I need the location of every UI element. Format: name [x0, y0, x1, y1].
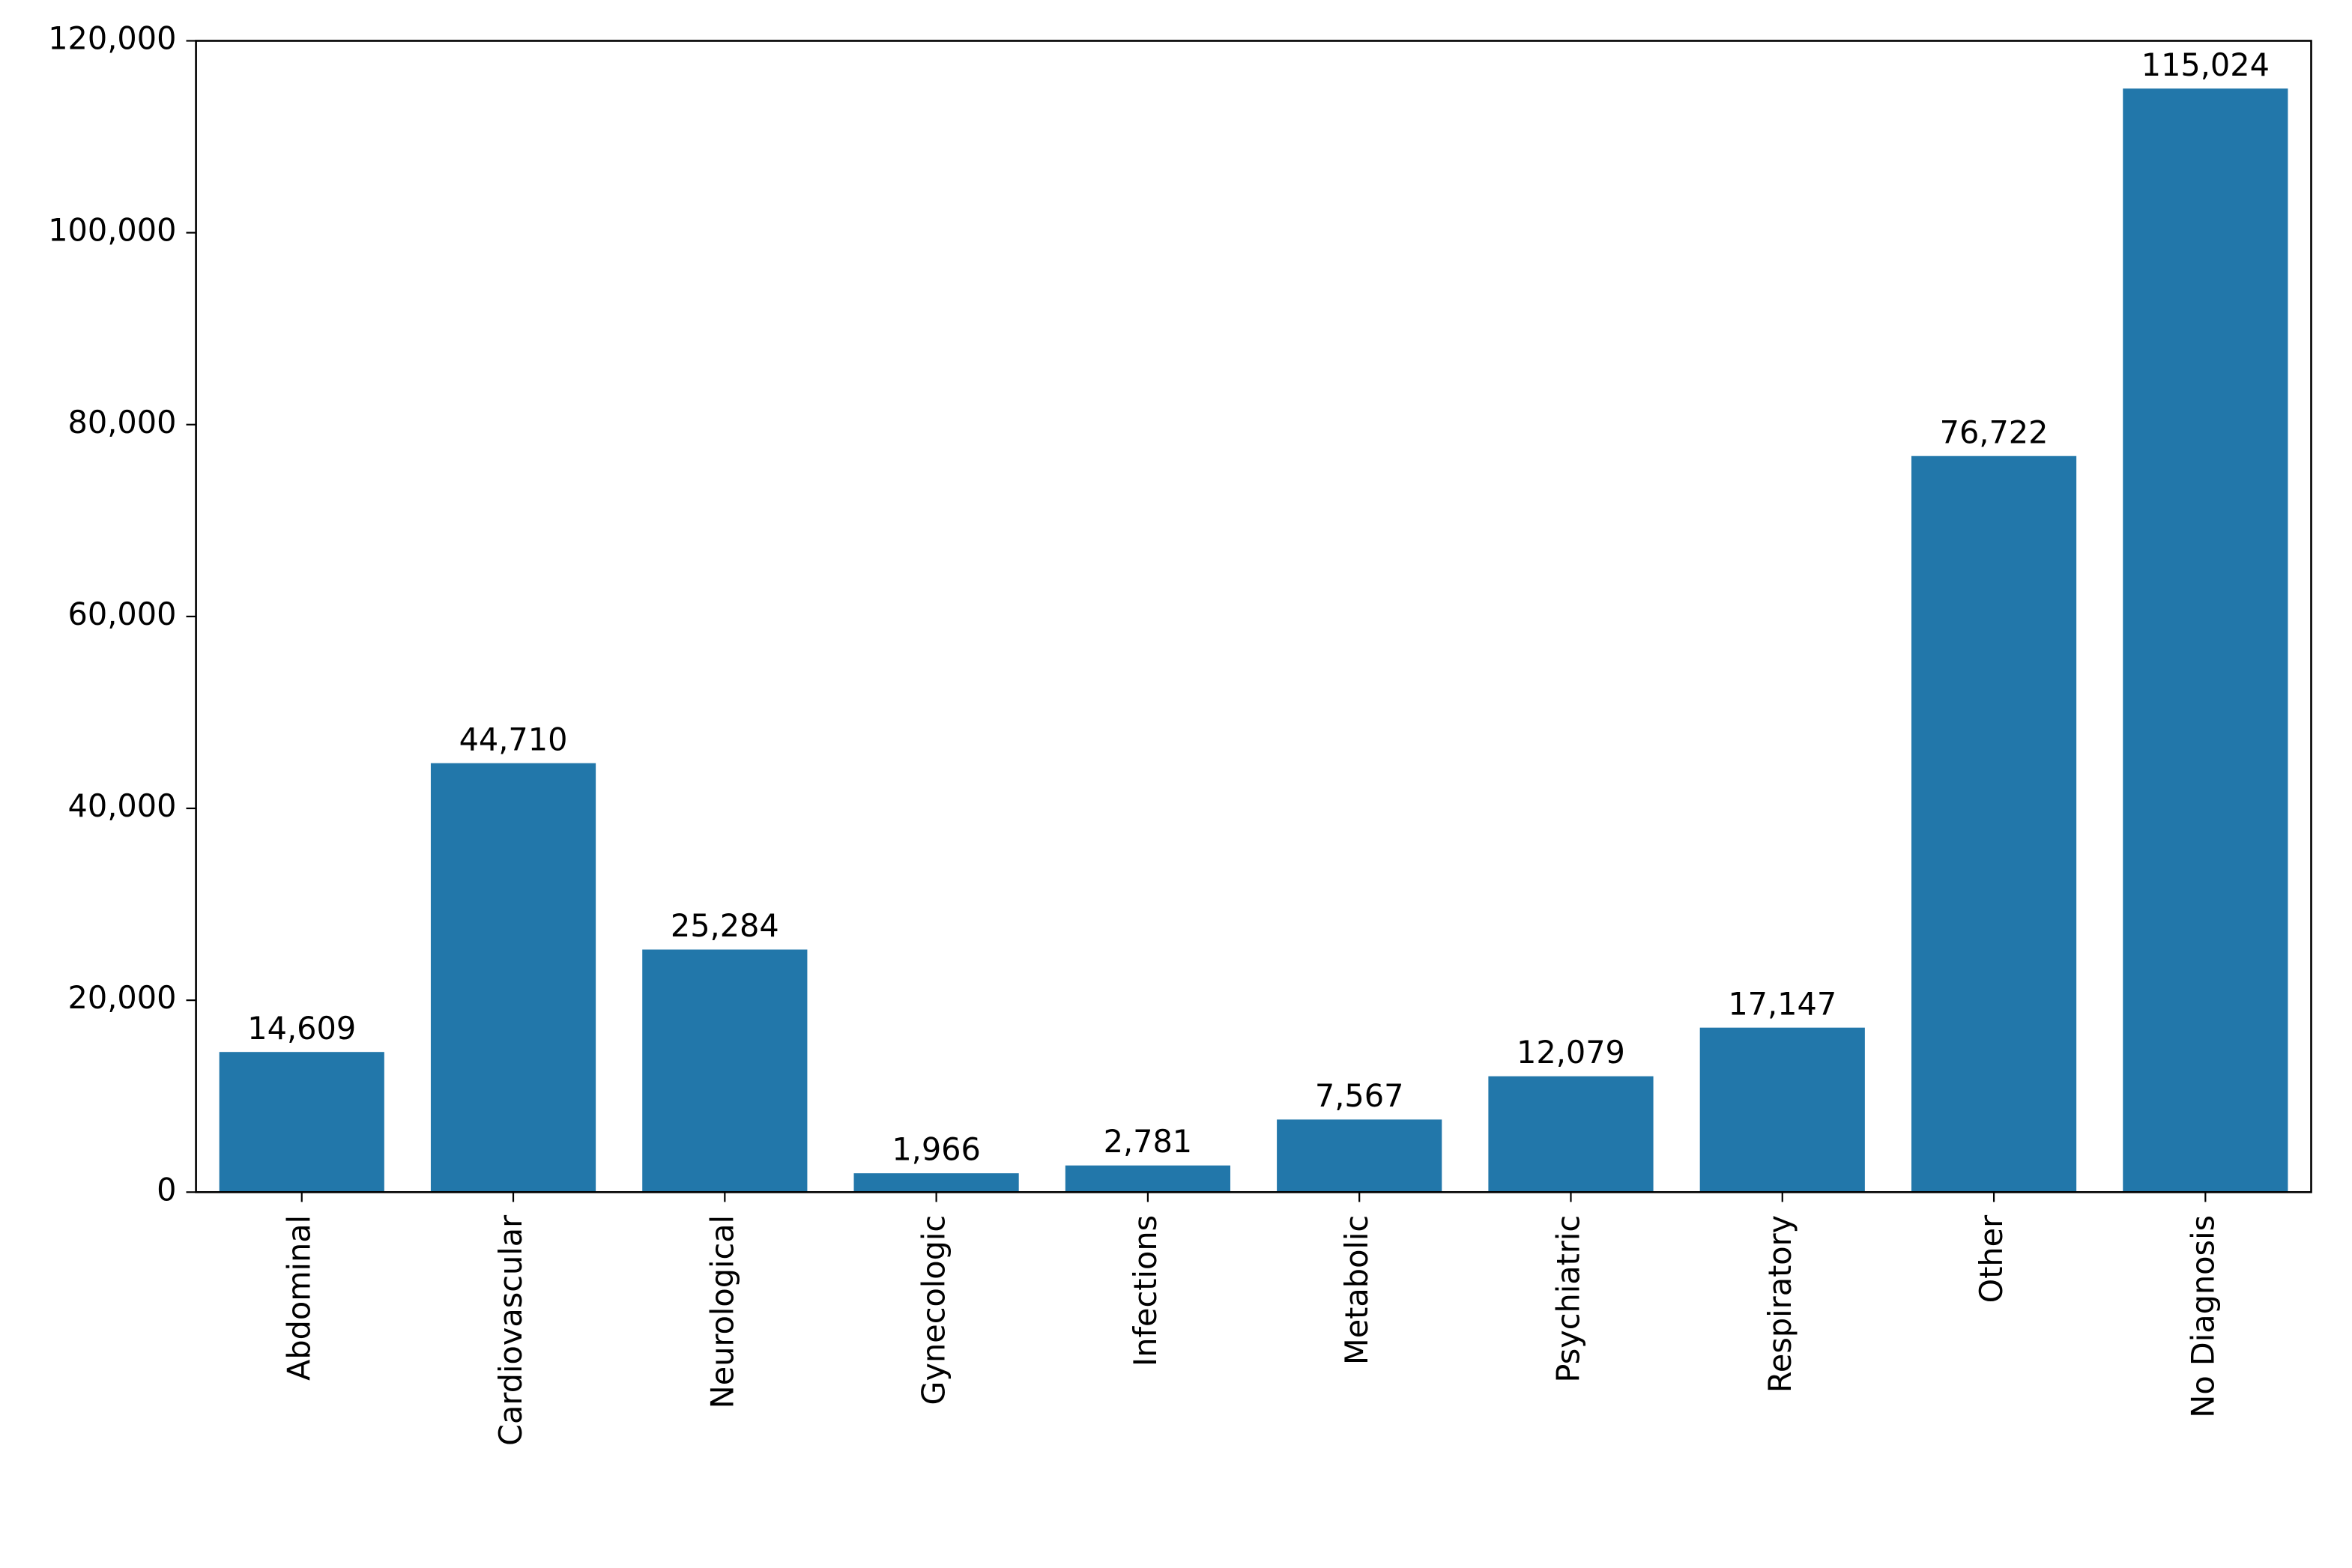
bar-value-label: 1,966: [892, 1132, 981, 1168]
bar-value-label: 14,609: [247, 1011, 356, 1047]
x-tick-label: Psychiatric: [1550, 1215, 1586, 1383]
bar: [2123, 88, 2288, 1192]
x-tick-label: No Diagnosis: [2185, 1215, 2221, 1418]
bar: [1700, 1028, 1865, 1193]
x-tick-label: Other: [1974, 1214, 2010, 1304]
bar-value-label: 17,147: [1728, 986, 1836, 1022]
x-tick-label: Neurological: [704, 1215, 740, 1408]
bar: [220, 1052, 384, 1192]
x-tick-label: Abdominal: [282, 1215, 318, 1381]
y-tick-label: 60,000: [68, 596, 177, 632]
x-tick-label: Respiratory: [1762, 1215, 1798, 1393]
bar: [431, 763, 596, 1193]
bar-value-label: 76,722: [1940, 414, 2049, 450]
y-tick-label: 0: [157, 1172, 176, 1208]
bar-value-label: 115,024: [2141, 47, 2270, 83]
y-tick-label: 40,000: [68, 788, 177, 824]
bar-value-label: 12,079: [1517, 1035, 1625, 1071]
y-tick-label: 20,000: [68, 980, 177, 1016]
bar-value-label: 44,710: [459, 721, 568, 757]
x-tick-label: Cardiovascular: [493, 1214, 529, 1446]
bar-value-label: 2,781: [1104, 1124, 1193, 1160]
y-tick-label: 80,000: [68, 405, 177, 441]
bar: [854, 1173, 1019, 1192]
y-tick-label: 100,000: [48, 213, 176, 249]
y-tick-label: 120,000: [48, 20, 176, 56]
bar-value-label: 7,567: [1315, 1078, 1404, 1114]
x-tick-label: Infections: [1128, 1215, 1164, 1366]
bar-chart: 0 20,000 40,000 60,000 80,000 100,000 120,000 A…: [0, 0, 2352, 1568]
bar: [1065, 1166, 1230, 1193]
x-tick-label: Metabolic: [1339, 1215, 1375, 1365]
bar: [1488, 1077, 1653, 1193]
x-tick-label: Gynecologic: [916, 1215, 952, 1405]
bar-value-label: 25,284: [671, 908, 779, 944]
bar: [642, 949, 807, 1192]
chart-wrapper: 0 20,000 40,000 60,000 80,000 100,000 120,000 A…: [0, 0, 2352, 1568]
bar: [1277, 1119, 1442, 1192]
bar: [1911, 456, 2076, 1193]
